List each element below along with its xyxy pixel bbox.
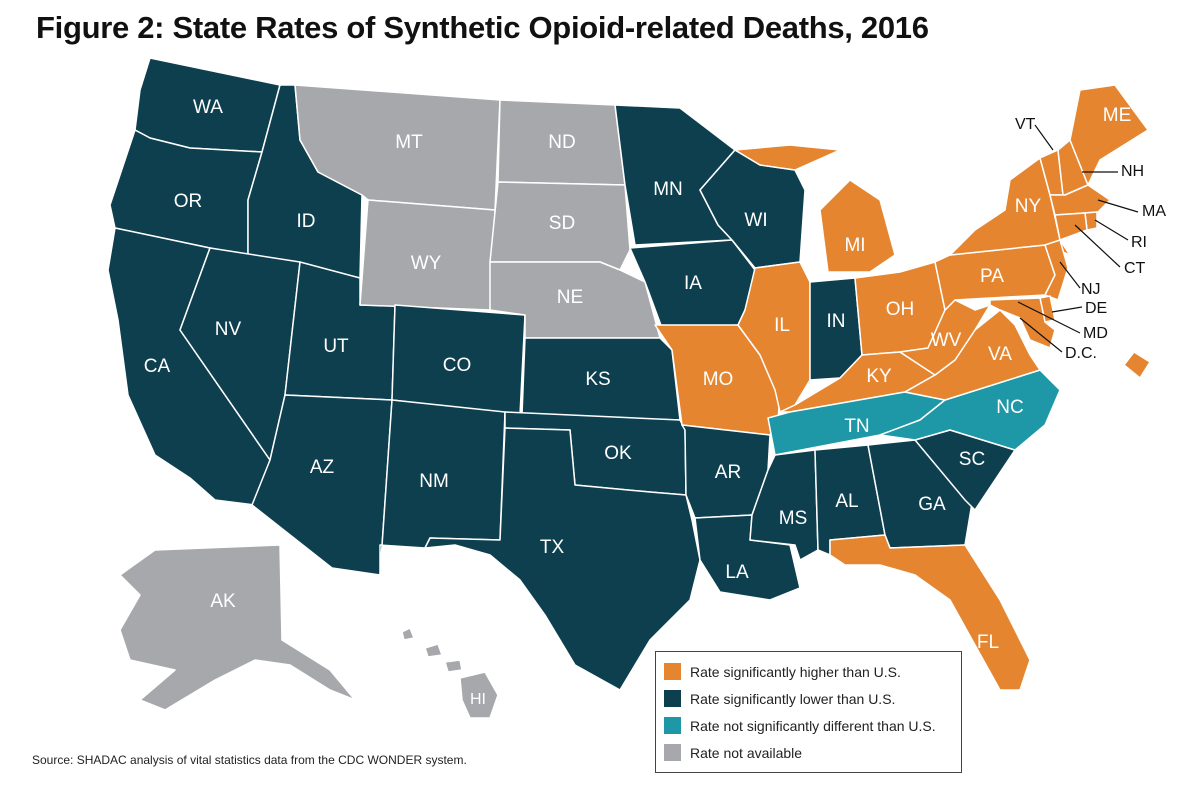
leader-DE	[1051, 306, 1083, 313]
figure-title: Figure 2: State Rates of Synthetic Opioi…	[36, 10, 929, 45]
label-HI: HI	[470, 691, 486, 708]
label-TN: TN	[844, 416, 869, 437]
label-AZ: AZ	[310, 457, 335, 478]
state-FL[interactable]	[829, 534, 1031, 691]
legend-item-lower: Rate significantly lower than U.S.	[664, 685, 953, 712]
label-MT: MT	[395, 132, 423, 153]
label-AK: AK	[210, 591, 236, 612]
label-SC: SC	[959, 449, 985, 470]
state-CT[interactable]	[1054, 212, 1088, 241]
state-MI[interactable]	[734, 144, 896, 273]
label-WA: WA	[193, 97, 223, 118]
callout-labels: VT NH MA RI CT NJ DE MD D.C.	[1015, 116, 1166, 362]
label-RI: RI	[1131, 234, 1147, 251]
label-GA: GA	[918, 494, 946, 515]
label-MD: MD	[1083, 325, 1108, 342]
source-note: Source: SHADAC analysis of vital statist…	[32, 753, 467, 767]
label-AL: AL	[835, 491, 858, 512]
legend-swatch	[664, 663, 681, 680]
label-WV: WV	[931, 330, 962, 351]
label-NC: NC	[996, 397, 1023, 418]
state-TX[interactable]	[424, 427, 701, 691]
legend-item-not-available: Rate not available	[664, 739, 953, 766]
label-DE: DE	[1085, 300, 1107, 317]
label-LA: LA	[725, 562, 749, 583]
leader-NJ	[1059, 261, 1081, 289]
label-IN: IN	[827, 311, 846, 332]
label-VA: VA	[988, 344, 1012, 365]
label-OR: OR	[174, 191, 203, 212]
label-NY: NY	[1015, 196, 1042, 217]
label-WY: WY	[411, 253, 442, 274]
label-IL: IL	[774, 315, 790, 336]
legend-label: Rate significantly higher than U.S.	[690, 663, 901, 680]
state-MD[interactable]	[989, 297, 1056, 349]
label-TX: TX	[540, 537, 565, 558]
label-DC: D.C.	[1065, 345, 1097, 362]
leader-RI	[1094, 219, 1129, 241]
leader-CT	[1074, 224, 1121, 268]
label-NE: NE	[557, 287, 583, 308]
label-NJ: NJ	[1081, 281, 1101, 298]
label-MO: MO	[703, 369, 734, 390]
leader-DC	[1019, 317, 1063, 353]
legend-label: Rate not available	[690, 744, 803, 761]
leader-MD	[1017, 301, 1081, 334]
label-WI: WI	[744, 210, 767, 231]
state-AK[interactable]	[119, 544, 356, 711]
label-FL: FL	[977, 632, 999, 653]
callout-leaders	[1017, 124, 1139, 353]
label-MS: MS	[779, 508, 808, 529]
label-OK: OK	[604, 443, 632, 464]
legend-item-not-different: Rate not significantly different than U.…	[664, 712, 953, 739]
label-AR: AR	[715, 462, 741, 483]
leader-VT	[1034, 124, 1054, 151]
label-CA: CA	[144, 356, 171, 377]
legend-swatch	[664, 690, 681, 707]
state-labels: WA OR CA ID NV UT AZ MT WY CO NM ND SD N…	[144, 97, 1131, 653]
label-UT: UT	[323, 336, 349, 357]
label-ID: ID	[297, 211, 316, 232]
label-SD: SD	[549, 213, 575, 234]
leader-MA	[1097, 199, 1139, 213]
label-OH: OH	[886, 299, 915, 320]
label-NM: NM	[419, 471, 449, 492]
label-MN: MN	[653, 179, 683, 200]
label-KS: KS	[585, 369, 610, 390]
state-HI[interactable]	[401, 627, 499, 719]
label-PA: PA	[980, 266, 1004, 287]
state-DC[interactable]	[1123, 351, 1151, 379]
label-MI: MI	[844, 235, 865, 256]
label-MA: MA	[1142, 203, 1166, 220]
legend-item-higher: Rate significantly higher than U.S.	[664, 658, 953, 685]
label-CT: CT	[1124, 260, 1146, 277]
legend-swatch	[664, 744, 681, 761]
legend-swatch	[664, 717, 681, 734]
state-NC[interactable]	[879, 369, 1061, 451]
label-NV: NV	[215, 319, 242, 340]
legend-label: Rate significantly lower than U.S.	[690, 690, 896, 707]
legend: Rate significantly higher than U.S. Rate…	[655, 651, 962, 773]
label-CO: CO	[443, 355, 472, 376]
label-ME: ME	[1103, 105, 1132, 126]
label-VT: VT	[1015, 116, 1036, 133]
legend-label: Rate not significantly different than U.…	[690, 717, 936, 734]
label-KY: KY	[866, 366, 892, 387]
label-NH: NH	[1121, 163, 1144, 180]
label-IA: IA	[684, 273, 702, 294]
label-ND: ND	[548, 132, 575, 153]
